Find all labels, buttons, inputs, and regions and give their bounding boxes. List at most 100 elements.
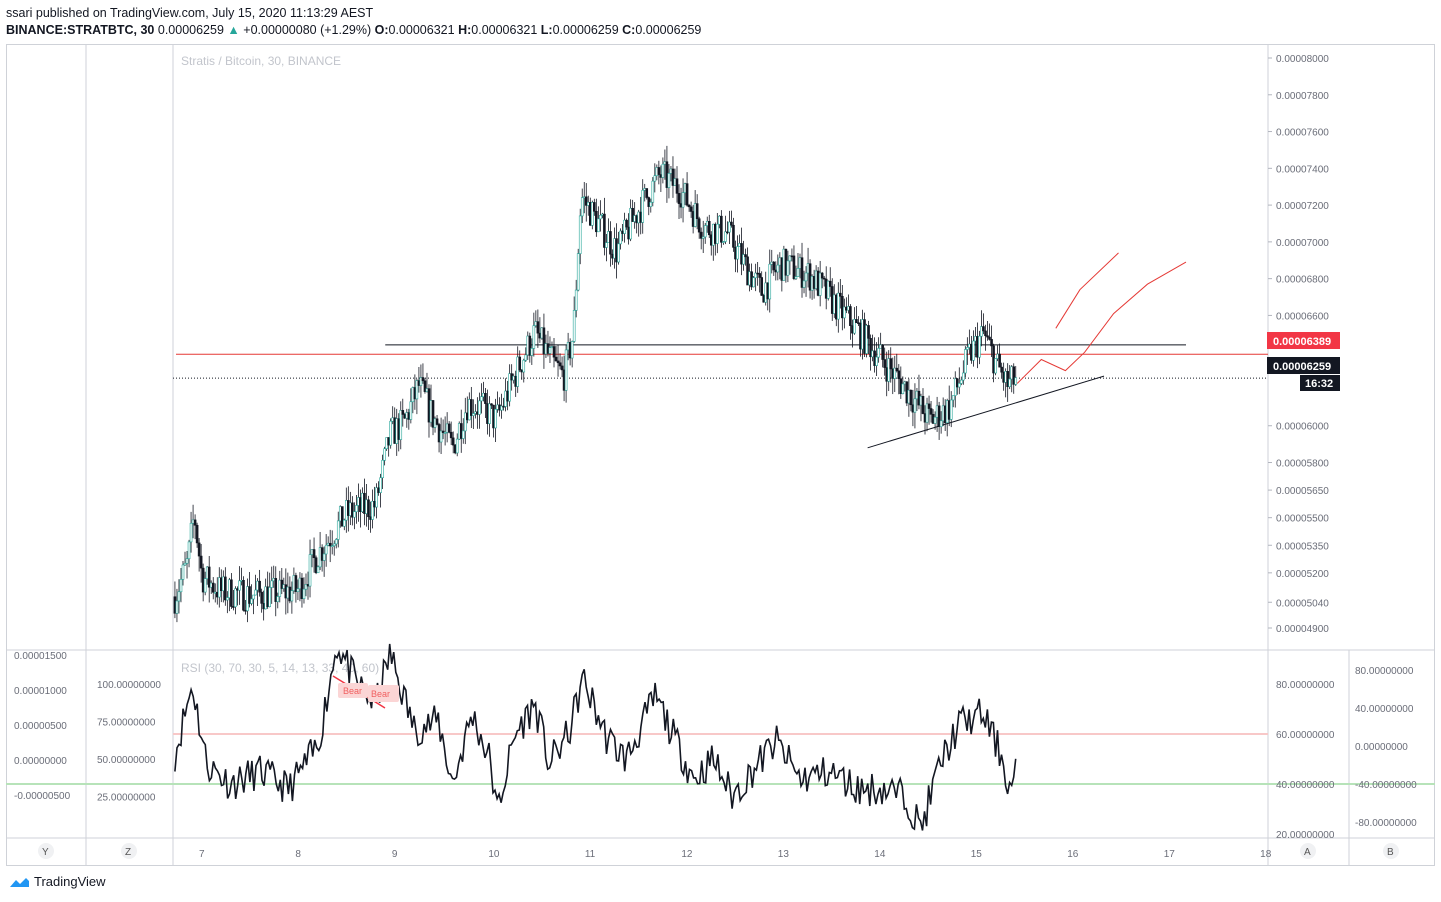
candle-body [762,295,766,303]
candle-body [847,306,850,311]
candle-body [332,543,336,547]
candle-body [437,424,441,443]
candle-body [957,383,961,388]
y-tick-label: 0.00007800 [1276,91,1329,102]
candle-body [766,282,770,300]
axis-button-y[interactable] [38,843,54,859]
candle-body [949,399,953,420]
candle-body [488,403,491,424]
candle-body [889,358,893,370]
candle-body [816,270,820,296]
candle-body [873,350,876,366]
candles-layer [173,145,1018,623]
candle-body [657,167,661,175]
candle-body [641,189,645,223]
candle-body [647,197,651,207]
candle-body [572,310,576,342]
candle-body [736,246,739,260]
candle-body [990,339,993,347]
candle-body [213,591,217,594]
candle-body [649,201,653,207]
candle-body [345,500,348,521]
candle-body [927,403,931,409]
tradingview-logo[interactable]: TradingView [8,874,106,889]
candle-body [756,272,759,275]
candle-body [286,586,290,599]
candle-body [377,487,380,493]
candle-body [326,542,330,546]
candle-body [215,591,219,598]
candle-body [240,580,243,582]
candle-body [758,273,761,278]
candle-body [609,231,612,255]
y-tick-label: 0.00005200 [1276,569,1329,580]
candle-body [960,379,963,384]
candle-body [843,306,846,319]
candle-body [742,254,745,265]
candle-body [282,584,286,589]
price-badge-red: 0.00006389 [1273,336,1331,348]
candle-body [837,292,840,320]
drawing-lines[interactable] [173,344,1268,449]
candle-body [199,555,203,569]
candle-body [508,373,511,402]
candle-body [447,423,451,433]
candle-body [314,557,318,574]
axis-button-a[interactable] [1300,843,1316,859]
candle-body [500,405,503,411]
axis-button-b[interactable] [1383,843,1399,859]
candle-body [383,448,386,461]
candle-body [853,319,856,334]
candle-body [391,417,394,422]
x-tick-label: 12 [681,849,693,860]
red-forecast-paths[interactable] [1016,252,1187,384]
price-badge-red-bg [1267,332,1340,349]
candle-body [683,183,687,193]
candle-body [851,325,854,334]
support-trend-line [867,375,1105,449]
candle-body [764,282,768,303]
candle-body [978,335,981,358]
candle-body [984,330,987,337]
candle-body [986,335,989,338]
candle-body [780,257,784,281]
candle-body [865,325,868,354]
candle-body [625,219,628,228]
candle-body [542,327,546,355]
candle-body [861,319,864,350]
candle-body [1006,371,1009,387]
ohlc-legend: BINANCE:STRATBTC, 30 0.00006259 ▲ +0.000… [6,22,701,39]
rsi-line [174,643,1017,831]
candle-body [322,553,326,561]
candle-body [643,188,647,191]
candle-body [264,586,267,610]
y-tick-label: 0.00006600 [1276,311,1329,322]
candle-body [359,497,362,512]
candle-body [584,196,588,206]
candle-body [288,586,292,602]
candle-body [615,238,618,263]
candle-body [205,566,209,579]
candle-body [441,430,445,433]
candle-body [863,319,866,354]
x-tick-label: 9 [392,849,398,860]
candle-body [528,335,532,356]
candle-body [1012,366,1016,385]
candle-body [512,375,515,381]
axis-button-z[interactable] [121,843,137,859]
candle-body [568,342,572,359]
candle-body [457,423,461,440]
candle-body [207,566,211,588]
candle-body [982,326,985,332]
candle-body [796,268,800,277]
candle-body [714,223,717,244]
candle-body [195,524,199,544]
close-label: C: [622,23,636,37]
candle-body [935,405,939,418]
candle-body [911,404,915,413]
candle-body [544,343,548,355]
candle-body [839,292,842,297]
candle-body [794,276,798,279]
candle-body [401,410,405,415]
